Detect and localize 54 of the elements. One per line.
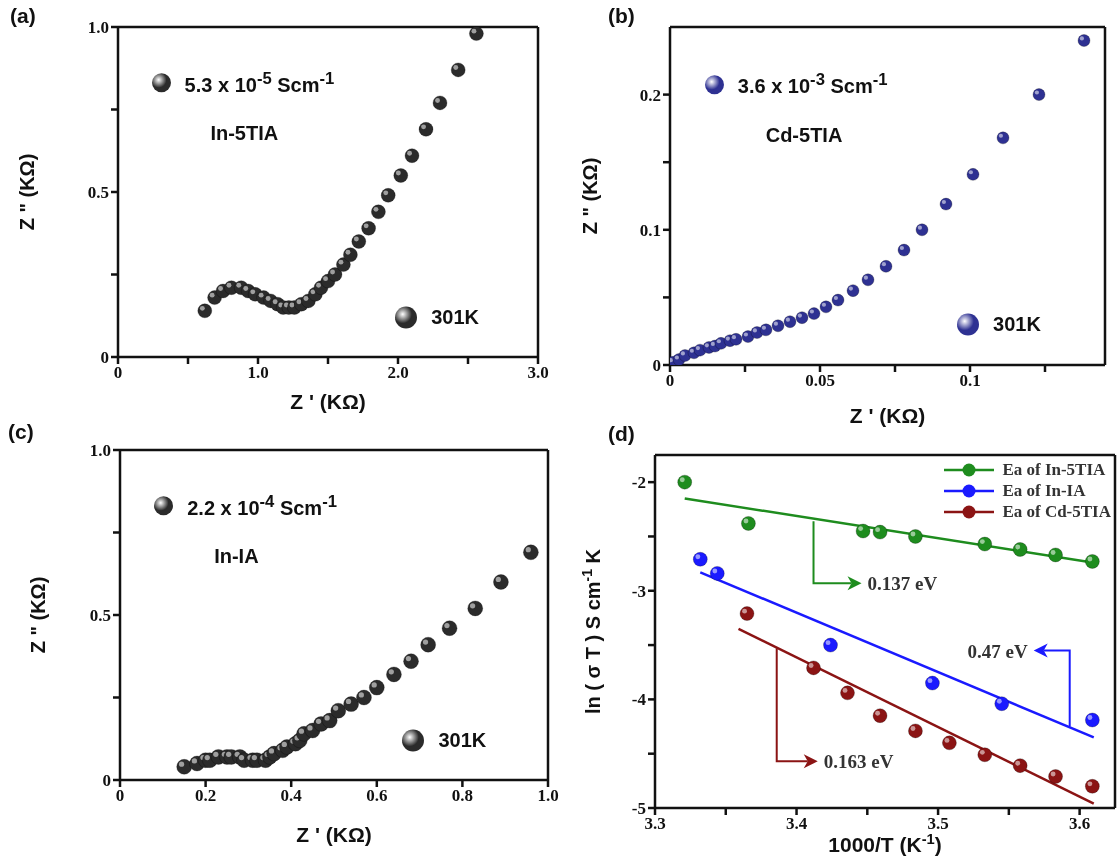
- y-tick-label: 0: [102, 771, 111, 791]
- legend-label: Ea of In-5TIA: [1002, 459, 1106, 480]
- x-tick-label: 0.8: [451, 786, 474, 806]
- annotation: 0.163 eV: [823, 750, 894, 772]
- y-tick-label: 1.0: [89, 441, 111, 461]
- y-tick-label: 0.5: [87, 183, 109, 203]
- chart-title: (c): [8, 420, 34, 444]
- y-tick-label: 0.1: [639, 220, 661, 240]
- y-axis-title: Z " (KΩ): [579, 157, 601, 235]
- annotation: 2.2 x 10$^{-4}$ Scm$^{-1}$: [187, 492, 337, 520]
- x-tick-label: 3.0: [527, 363, 549, 383]
- annotation: 301K: [431, 305, 479, 329]
- y-tick-label: 0: [100, 348, 109, 368]
- annotation: In-IA: [214, 544, 259, 568]
- y-tick-label: 0.2: [639, 85, 661, 105]
- x-axis-title: Z ' (KΩ): [296, 823, 372, 846]
- legend-label: Ea of Cd-5TIA: [1002, 501, 1111, 522]
- y-tick-label: -3: [631, 581, 646, 601]
- legend-label: Ea of In-IA: [1002, 480, 1086, 501]
- y-axis-title: Z " (KΩ): [27, 576, 49, 654]
- x-tick-label: 3.6: [1068, 814, 1091, 834]
- y-tick-label: -4: [631, 690, 647, 710]
- y-tick-label: 1.0: [87, 18, 109, 38]
- chart-title: (a): [10, 4, 36, 28]
- annotation: 0.47 eV: [967, 640, 1028, 662]
- annotation: 5.3 x 10$^{-5}$ Scm$^{-1}$: [184, 69, 335, 97]
- chart-title: (b): [608, 4, 635, 28]
- x-tick-label: 0.05: [805, 371, 835, 391]
- x-axis-title: 1000/T (K$^{-1}$): [828, 831, 942, 856]
- x-axis-title: Z ' (KΩ): [849, 404, 926, 427]
- y-tick-label: -5: [631, 799, 646, 819]
- y-tick-label: 0.5: [89, 606, 111, 626]
- chart-title: (d): [608, 422, 635, 446]
- x-tick-label: 0.2: [194, 786, 217, 806]
- x-tick-label: 0: [665, 371, 675, 391]
- x-tick-label: 3.4: [785, 814, 808, 834]
- annotation: 301K: [438, 728, 487, 752]
- annotation: 301K: [993, 312, 1041, 336]
- x-tick-label: 3.3: [644, 814, 666, 834]
- x-tick-label: 0.6: [366, 786, 388, 806]
- x-tick-label: 0: [115, 786, 125, 806]
- x-tick-label: 2.0: [387, 363, 409, 383]
- x-tick-label: 1.0: [537, 786, 559, 806]
- annotation: 0.137 eV: [867, 572, 938, 594]
- annotation: 3.6 x 10$^{-3}$ Scm$^{-1}$: [737, 70, 888, 99]
- x-tick-label: 0.4: [280, 786, 303, 806]
- x-tick-label: 1.0: [247, 363, 269, 383]
- y-axis-title: Z " (KΩ): [16, 153, 38, 231]
- x-axis-title: Z ' (KΩ): [290, 390, 366, 413]
- annotation: Cd-5TIA: [765, 123, 843, 147]
- x-tick-label: 3.5: [927, 814, 949, 834]
- x-tick-label: 0.1: [959, 371, 981, 391]
- y-tick-label: -2: [631, 473, 646, 493]
- annotation: In-5TIA: [210, 121, 279, 145]
